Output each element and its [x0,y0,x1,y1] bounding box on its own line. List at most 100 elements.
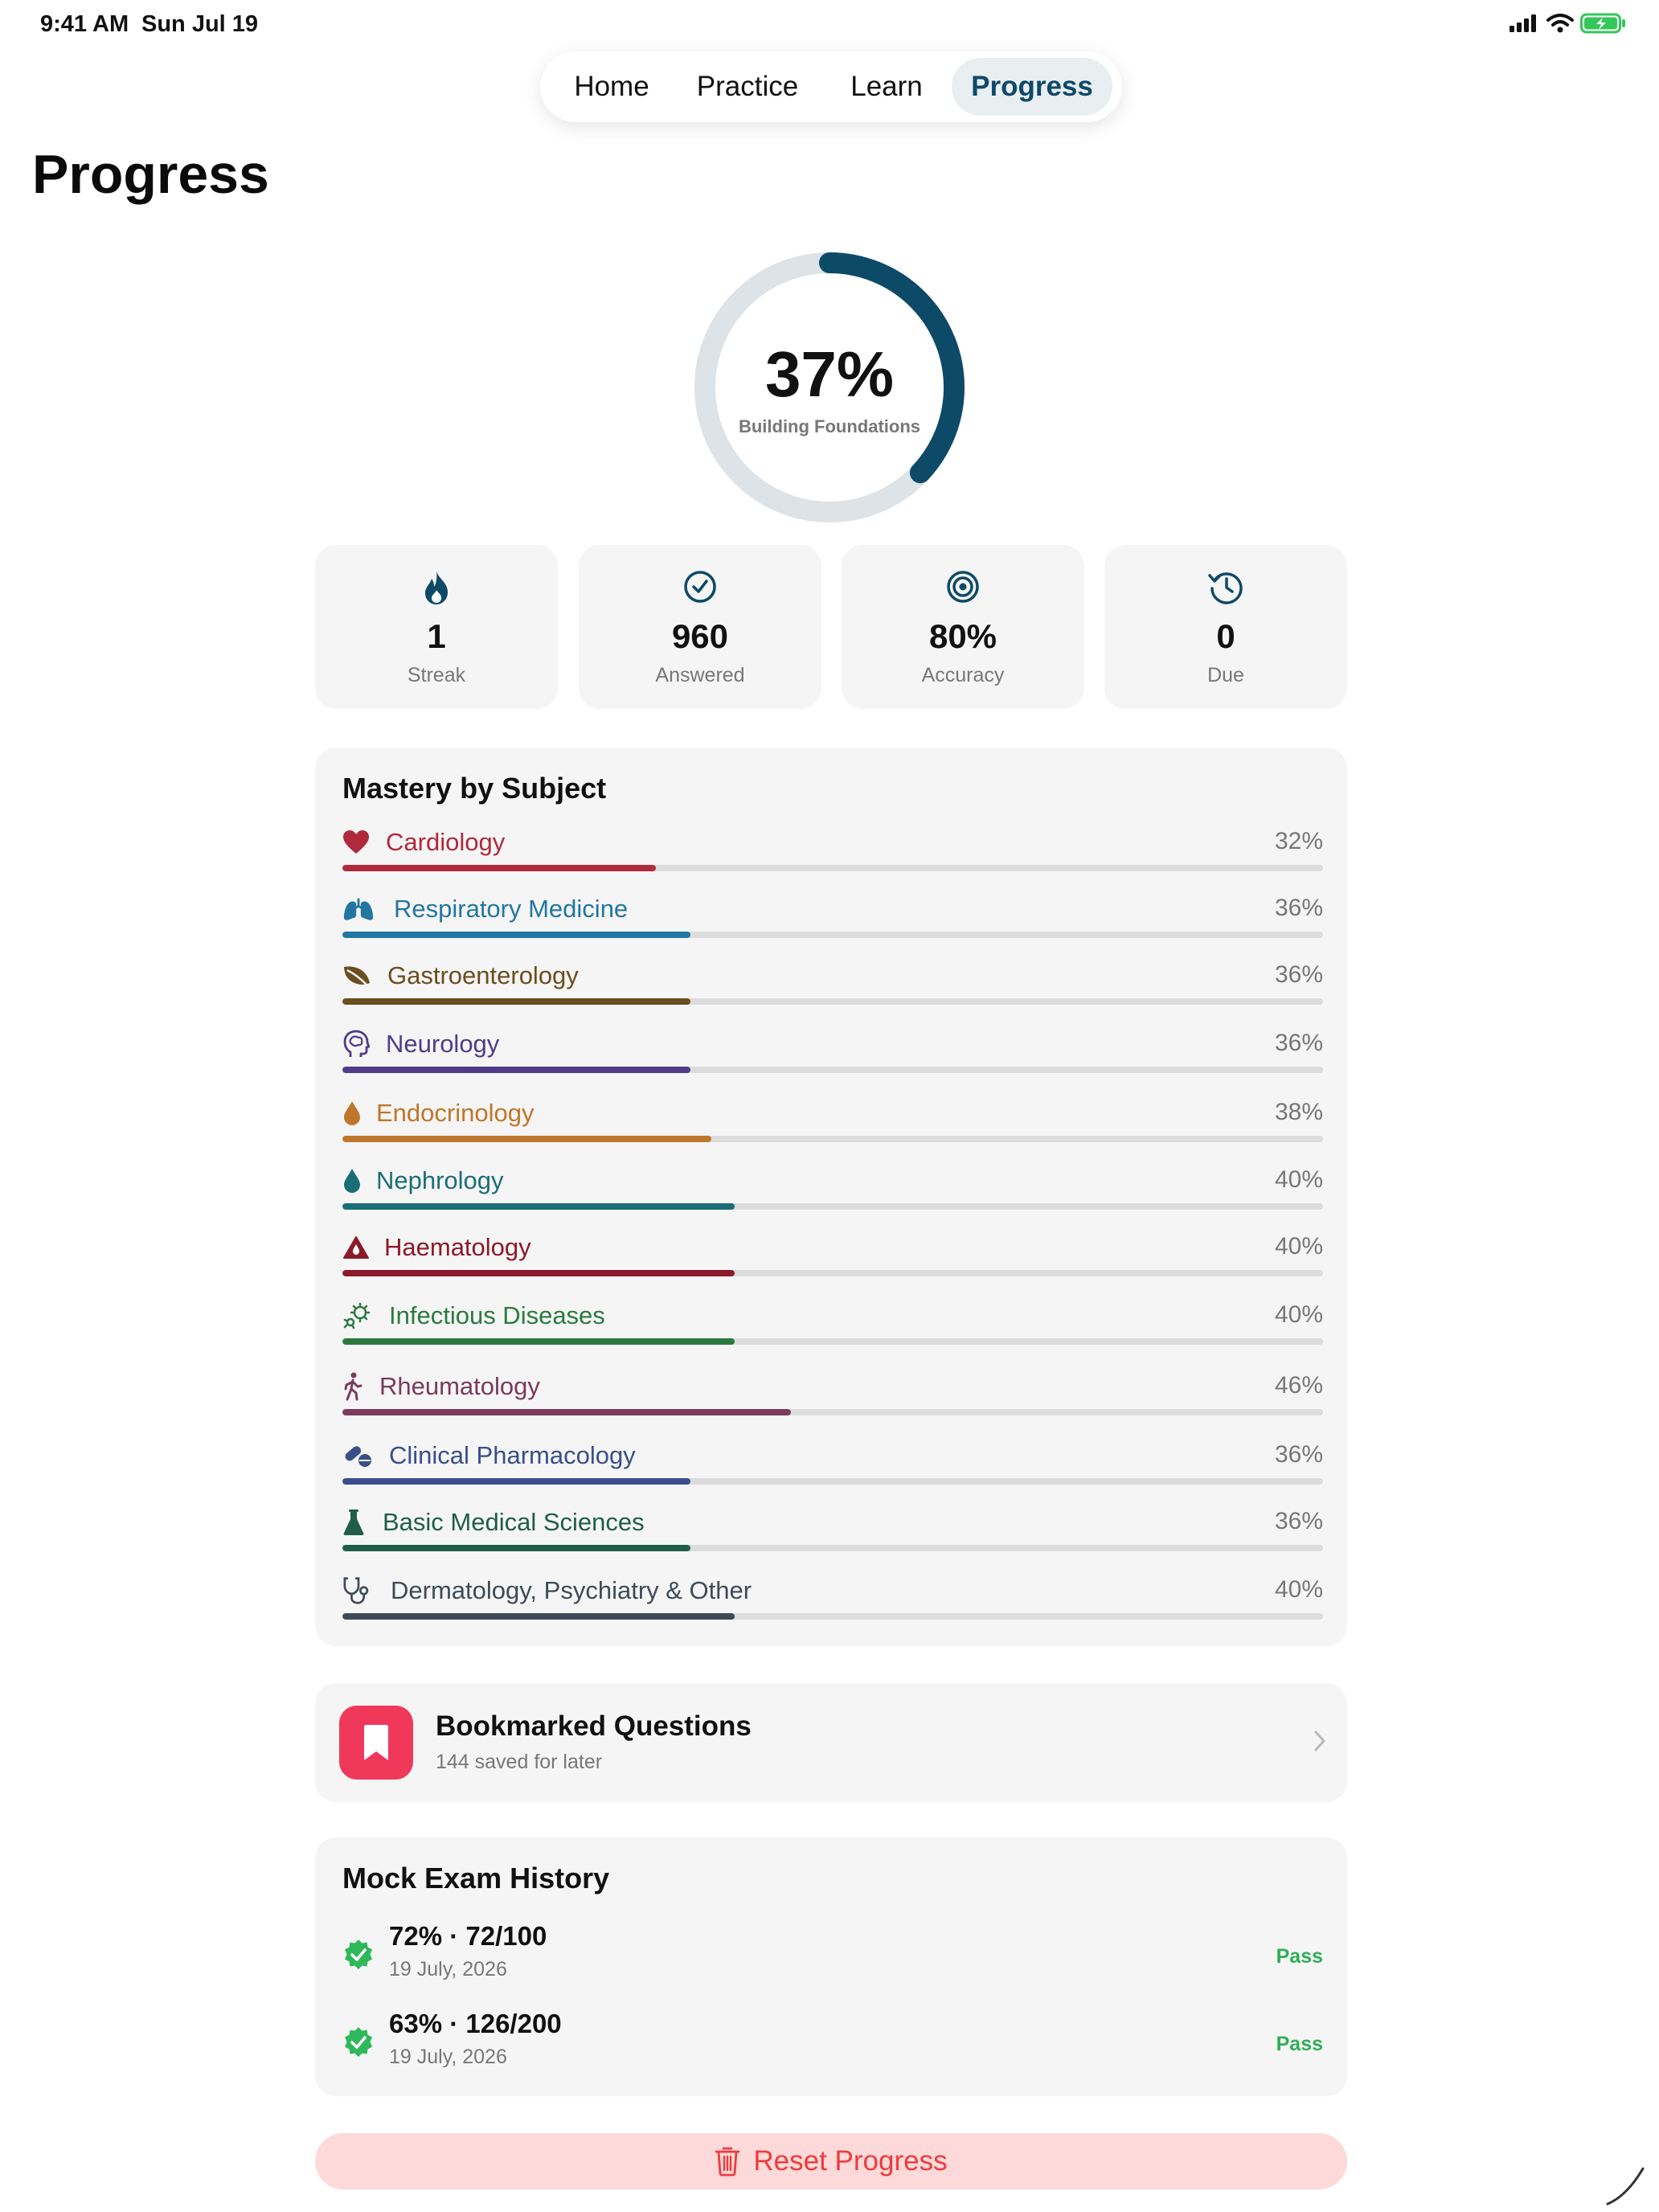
tab-home[interactable]: Home [574,71,649,102]
subject-row-respiratory[interactable]: Respiratory Medicine 36% [342,893,1323,941]
due-value: 0 [1216,617,1235,655]
walking-person-icon [342,1370,375,1403]
wifi-icon [1546,14,1574,33]
exam-date: 19 July, 2026 [389,1958,507,1981]
subject-name: Gastroenterology [387,961,579,989]
subject-row-infectious-diseases[interactable]: Infectious Diseases 40% [342,1300,1323,1348]
progress-track [342,1545,1323,1551]
progress-fill [342,1338,735,1345]
tab-progress[interactable]: Progress [952,58,1112,116]
progress-fill [342,1067,691,1073]
subject-row-neurology[interactable]: Neurology 36% [342,1028,1323,1076]
ring-progress-arc [694,252,965,522]
battery-charging-icon [1580,13,1625,34]
progress-track [342,1409,1323,1415]
answered-value: 960 [671,617,729,655]
status-date: Sun Jul 19 [141,11,259,37]
progress-track [342,1338,1323,1345]
subject-row-rheumatology[interactable]: Rheumatology 46% [342,1370,1323,1419]
progress-track [342,1203,1323,1210]
progress-track [342,1270,1323,1276]
flask-icon [342,1506,375,1538]
bookmark-subtitle: 144 saved for later [436,1751,603,1773]
exam-result-badge: Pass [1276,1945,1323,1968]
subject-row-endocrinology[interactable]: Endocrinology 38% [342,1097,1323,1145]
tab-learn[interactable]: Learn [850,71,923,102]
progress-track [342,932,1323,938]
pills-icon [342,1440,375,1472]
subject-percent: 38% [1274,1099,1323,1125]
progress-track [342,1067,1323,1073]
subject-row-clinical-pharmacology[interactable]: Clinical Pharmacology 36% [342,1440,1323,1488]
progress-fill [342,1478,691,1485]
leaf-icon [342,960,375,992]
subject-percent: 36% [1274,961,1323,988]
exam-row[interactable]: 63% · 126/200 19 July, 2026 Pass [342,2009,1323,2073]
subject-name: Infectious Diseases [389,1301,605,1329]
warning-triangle-icon [342,1231,375,1264]
exam-row[interactable]: 72% · 72/100 19 July, 2026 Pass [342,1921,1323,1985]
mock-exam-title: Mock Exam History [342,1862,610,1895]
subject-row-dermatology-psychiatry-other[interactable]: Dermatology, Psychiatry & Other 40% [342,1575,1323,1623]
subject-percent: 40% [1274,1576,1323,1603]
stat-card-accuracy: 80% Accuracy [842,545,1084,709]
bookmarked-questions-row[interactable]: Bookmarked Questions 144 saved for later [315,1683,1347,1802]
accuracy-label: Accuracy [921,664,1005,686]
exam-date: 19 July, 2026 [389,2046,507,2068]
virus-icon [342,1300,375,1332]
streak-value: 1 [427,617,446,655]
check-circle-icon [579,569,821,608]
progress-track [342,998,1323,1005]
bookmark-icon [339,1706,413,1780]
subject-percent: 36% [1274,1441,1323,1468]
mastery-title: Mastery by Subject [342,772,607,805]
brain-head-icon [342,1028,375,1060]
subject-row-nephrology[interactable]: Nephrology 40% [342,1165,1323,1213]
progress-fill [342,865,657,871]
subject-percent: 36% [1274,895,1323,921]
subject-percent: 36% [1274,1030,1323,1056]
subject-percent: 32% [1274,828,1323,854]
reset-label: Reset Progress [753,2145,948,2177]
progress-track [342,1613,1323,1620]
mastery-card: Mastery by Subject Cardiology 32% Respir… [315,748,1347,1646]
progress-track [342,1478,1323,1485]
subject-name: Endocrinology [376,1099,535,1127]
progress-fill [342,1270,735,1276]
lungs-icon [342,893,375,925]
top-navigation: Home Practice Learn Progress [540,51,1122,122]
trash-icon [715,2147,740,2177]
chevron-right-icon [1314,1731,1325,1751]
cellular-signal-icon [1509,14,1536,32]
subject-name: Basic Medical Sciences [383,1508,645,1536]
subject-percent: 46% [1274,1372,1323,1399]
tab-practice[interactable]: Practice [696,71,799,102]
overall-caption: Building Foundations [738,416,921,436]
subject-percent: 40% [1274,1233,1323,1260]
subject-name: Clinical Pharmacology [389,1441,636,1469]
verified-check-icon [345,1940,372,1969]
subject-name: Dermatology, Psychiatry & Other [391,1576,752,1604]
subject-percent: 40% [1274,1166,1323,1193]
progress-fill [342,998,691,1005]
subject-row-cardiology[interactable]: Cardiology 32% [342,826,1323,875]
progress-fill [342,1203,735,1210]
subject-row-basic-medical-sciences[interactable]: Basic Medical Sciences 36% [342,1506,1323,1555]
reset-progress-button[interactable]: Reset Progress [315,2133,1347,2189]
progress-fill [342,1613,735,1620]
subject-row-haematology[interactable]: Haematology 40% [342,1231,1323,1280]
due-label: Due [1207,664,1244,686]
progress-fill [342,1409,791,1415]
subject-percent: 40% [1274,1301,1323,1328]
ring-graphic [694,252,965,522]
status-bar: 9:41 AM Sun Jul 19 [0,0,1659,51]
verified-check-icon [345,2027,372,2057]
answered-label: Answered [655,664,745,686]
water-drop-icon [342,1165,375,1197]
target-icon [842,569,1084,608]
progress-fill [342,932,691,938]
subject-name: Haematology [384,1233,531,1261]
subject-row-gastroenterology[interactable]: Gastroenterology 36% [342,960,1323,1008]
stat-card-answered: 960 Answered [579,545,821,709]
pencil-hover-indicator [1606,2167,1645,2206]
